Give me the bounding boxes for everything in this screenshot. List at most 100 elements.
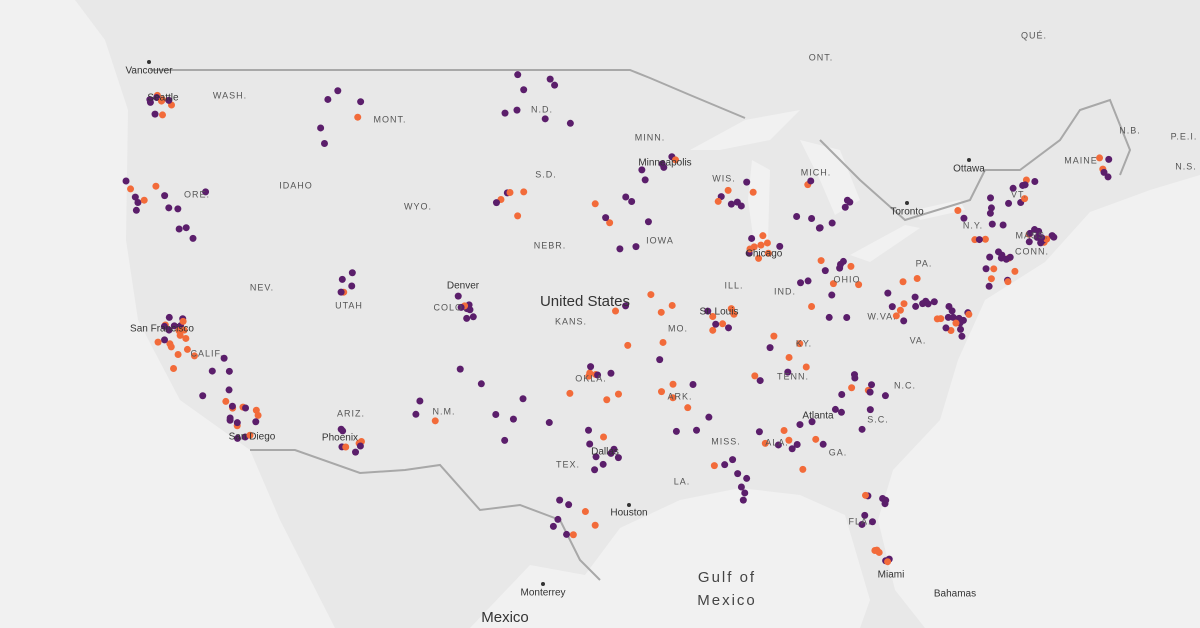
location-dot	[501, 436, 509, 444]
location-dot	[246, 431, 254, 439]
state-label: TENN.	[777, 371, 809, 381]
location-dot	[912, 302, 920, 310]
location-dot	[170, 364, 178, 372]
state-label: COLO.	[433, 302, 466, 312]
labels: ONT. QUÉ. N.B. P.E.I. N.S. United States Mexic…	[125, 30, 1196, 626]
location-dot	[952, 319, 960, 327]
location-dot	[174, 351, 182, 359]
location-dot	[804, 277, 812, 285]
location-dot	[208, 367, 216, 375]
location-dot	[799, 465, 807, 473]
pacific-ocean	[0, 0, 335, 628]
state-label: N.D.	[531, 104, 553, 114]
countrie-label: QUÉ.	[1021, 30, 1047, 40]
location-dot	[614, 454, 622, 462]
location-dot	[167, 343, 175, 351]
location-dot	[514, 212, 522, 220]
location-dot	[881, 392, 889, 400]
location-dot	[602, 214, 610, 222]
location-dot	[802, 363, 810, 371]
location-dot	[815, 224, 823, 232]
location-dot	[628, 198, 636, 206]
location-dot	[153, 93, 161, 101]
state-label: OKLA.	[575, 373, 607, 383]
location-dot	[569, 531, 577, 539]
location-dot	[242, 404, 250, 412]
location-dot	[669, 394, 677, 402]
location-dot	[755, 428, 763, 436]
location-dot	[724, 186, 732, 194]
location-dot	[985, 282, 993, 290]
city-label: Atlanta	[802, 411, 834, 422]
location-dot	[1009, 184, 1017, 192]
city-label: San Diego	[229, 432, 276, 443]
location-dot	[884, 558, 892, 566]
gulf-of-mexico	[470, 488, 870, 628]
location-dot	[831, 405, 839, 413]
location-dot	[808, 303, 816, 311]
location-dot	[551, 81, 559, 89]
location-dot	[591, 200, 599, 208]
atlantic-ocean	[878, 175, 1200, 628]
location-dot	[641, 176, 649, 184]
location-dot	[131, 193, 139, 201]
location-dot	[843, 313, 851, 321]
location-dot	[739, 496, 747, 504]
state-label: ARK.	[667, 391, 692, 401]
location-dot	[165, 326, 173, 334]
location-dot	[647, 291, 655, 299]
location-dot	[348, 282, 356, 290]
lake-huron	[800, 140, 860, 215]
location-dot	[520, 188, 528, 196]
location-dot	[600, 433, 608, 441]
location-dot	[624, 341, 632, 349]
location-dot	[1011, 267, 1019, 275]
city-label: Ottawa	[953, 164, 985, 175]
state-label: MINN.	[635, 132, 666, 142]
location-dot	[1100, 168, 1108, 176]
location-dot	[254, 411, 262, 419]
city-label: Bahamas	[934, 589, 976, 600]
location-dot	[161, 336, 169, 344]
state-label: ARIZ.	[337, 408, 365, 418]
location-dot	[170, 322, 178, 330]
location-dot	[546, 75, 554, 83]
location-dot	[519, 395, 527, 403]
location-dot	[1105, 155, 1113, 163]
state-label: ORE.	[184, 189, 210, 199]
location-dot	[788, 445, 796, 453]
location-dot	[656, 356, 664, 364]
location-dot	[737, 483, 745, 491]
location-dot	[132, 206, 140, 214]
location-dot	[748, 234, 756, 242]
location-dot	[157, 97, 165, 105]
location-dot	[513, 106, 521, 114]
city-marker	[967, 158, 971, 162]
location-dot	[501, 109, 509, 117]
location-dot	[858, 425, 866, 433]
location-dot	[727, 305, 735, 313]
location-dot	[714, 197, 722, 205]
location-dot	[606, 219, 614, 227]
state-label: GA.	[829, 447, 848, 457]
city-marker	[627, 503, 631, 507]
location-dot	[704, 307, 712, 315]
location-dot	[838, 390, 846, 398]
location-dot	[942, 324, 950, 332]
city-label: San Francisco	[130, 324, 194, 335]
location-dot	[616, 245, 624, 253]
location-dot	[658, 388, 666, 396]
location-dot	[668, 301, 676, 309]
location-dot	[900, 300, 908, 308]
location-dot	[982, 265, 990, 273]
location-dot	[855, 281, 863, 289]
location-dot	[743, 178, 751, 186]
location-dot	[808, 215, 816, 223]
location-dot	[911, 293, 919, 301]
location-dot	[463, 314, 471, 322]
location-dot	[612, 307, 620, 315]
location-dot	[357, 98, 365, 106]
location-dot	[220, 354, 228, 362]
location-dot	[338, 275, 346, 283]
